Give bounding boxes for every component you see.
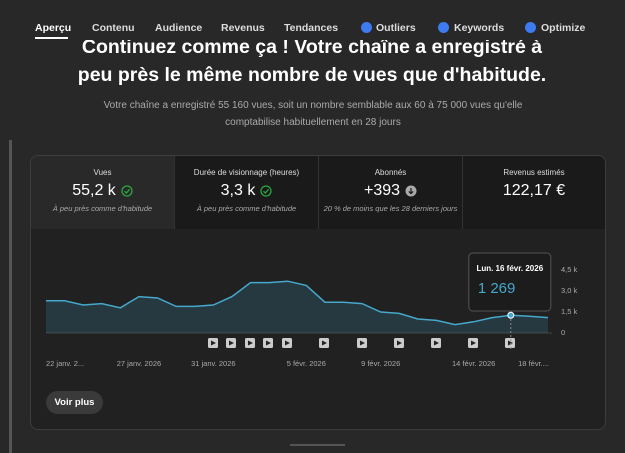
video-marker bbox=[245, 338, 255, 348]
metric-note: 20 % de moins que les 28 derniers jours bbox=[323, 204, 458, 213]
x-tick-label: 14 févr. 2026 bbox=[452, 359, 495, 368]
point bbox=[507, 311, 515, 319]
tab[interactable]: Tendances bbox=[284, 22, 339, 34]
metric-value: 122,17 € bbox=[502, 182, 566, 199]
check-icon bbox=[260, 185, 272, 197]
video-marker bbox=[357, 338, 367, 348]
x-tick-label: 9 févr. 2026 bbox=[361, 359, 400, 368]
summary: Votre chaîne a enregistré 55 160 vues, s… bbox=[103, 100, 523, 128]
video-marker-play bbox=[397, 340, 402, 346]
see-more-button[interactable]: Voir plus bbox=[46, 391, 103, 414]
tab[interactable]: Optimize bbox=[541, 22, 586, 34]
video-marker bbox=[394, 338, 404, 348]
video-marker bbox=[208, 338, 218, 348]
tab-icon bbox=[525, 22, 536, 33]
y-tick-label: 0 bbox=[561, 328, 565, 337]
x-tick-label: 31 janv. 2026 bbox=[191, 359, 235, 368]
metric-label: Abonnés bbox=[374, 168, 407, 177]
down-icon bbox=[405, 185, 417, 197]
tab[interactable]: Keywords bbox=[454, 22, 505, 34]
y-tick-label: 1,5 k bbox=[561, 307, 578, 316]
video-marker bbox=[468, 338, 478, 348]
metric-label: Revenus estimés bbox=[503, 168, 565, 177]
video-marker-play bbox=[266, 340, 271, 346]
video-marker-play bbox=[434, 340, 439, 346]
video-marker-play bbox=[360, 340, 365, 346]
tab-underline bbox=[35, 37, 68, 39]
video-marker bbox=[319, 338, 329, 348]
analytics-card: Vues 55,2 k À peu près comme d'habitude … bbox=[30, 155, 606, 430]
tooltip-value: 1 269 bbox=[478, 280, 516, 297]
metric-note: À peu près comme d'habitude bbox=[52, 204, 153, 213]
y-tick-label: 4,5 k bbox=[561, 265, 578, 274]
metric-label: Vues bbox=[93, 168, 112, 177]
metric-value: 3,3 k bbox=[220, 182, 256, 199]
tab-bar: Aperçu Contenu Audience Revenus Tendance… bbox=[0, 0, 625, 40]
x-tick-label: 22 janv. 2... bbox=[46, 359, 84, 368]
video-marker-play bbox=[229, 340, 234, 346]
video-marker bbox=[282, 338, 292, 348]
tooltip-title: Lun. 16 févr. 2026 bbox=[476, 264, 543, 273]
x-tick-label: 18 févr.... bbox=[518, 359, 549, 368]
x-tick-label: 27 janv. 2026 bbox=[117, 359, 161, 368]
video-marker-play bbox=[471, 340, 476, 346]
divider bbox=[290, 444, 345, 446]
metric-card[interactable]: Revenus estimés 122,17 € bbox=[463, 156, 605, 229]
metric-value: +393 bbox=[363, 182, 401, 199]
tab[interactable]: Aperçu bbox=[35, 22, 72, 34]
y-tick-label: 3,0 k bbox=[561, 286, 578, 295]
tab[interactable]: Revenus bbox=[221, 22, 265, 34]
metric-card[interactable]: Abonnés +393 20 % de moins que les 28 de… bbox=[319, 156, 463, 229]
video-marker-play bbox=[285, 340, 290, 346]
tooltip bbox=[468, 252, 552, 312]
scrollbar bbox=[9, 140, 12, 453]
metric-label: Durée de visionnage (heures) bbox=[193, 168, 300, 177]
video-marker-play bbox=[211, 340, 216, 346]
video-marker bbox=[263, 338, 273, 348]
video-marker bbox=[505, 338, 515, 348]
tab-icon bbox=[361, 22, 372, 33]
tab[interactable]: Audience bbox=[155, 22, 203, 34]
headline: Continuez comme ça ! Votre chaîne a enre… bbox=[77, 36, 547, 86]
metric-card[interactable]: Vues 55,2 k À peu près comme d'habitude bbox=[31, 156, 175, 229]
video-marker bbox=[226, 338, 236, 348]
tab[interactable]: Outliers bbox=[376, 22, 416, 34]
x-tick-label: 5 févr. 2026 bbox=[287, 359, 326, 368]
metric-card[interactable]: Durée de visionnage (heures) 3,3 k À peu… bbox=[175, 156, 319, 229]
video-marker-play bbox=[248, 340, 253, 346]
metric-value: 55,2 k bbox=[72, 182, 116, 199]
line bbox=[46, 280, 549, 326]
tab-icon bbox=[438, 22, 449, 33]
video-marker bbox=[431, 338, 441, 348]
metric-note: À peu près comme d'habitude bbox=[196, 204, 297, 213]
video-marker-play bbox=[322, 340, 327, 346]
tab[interactable]: Contenu bbox=[92, 22, 135, 34]
check-icon bbox=[121, 185, 133, 197]
